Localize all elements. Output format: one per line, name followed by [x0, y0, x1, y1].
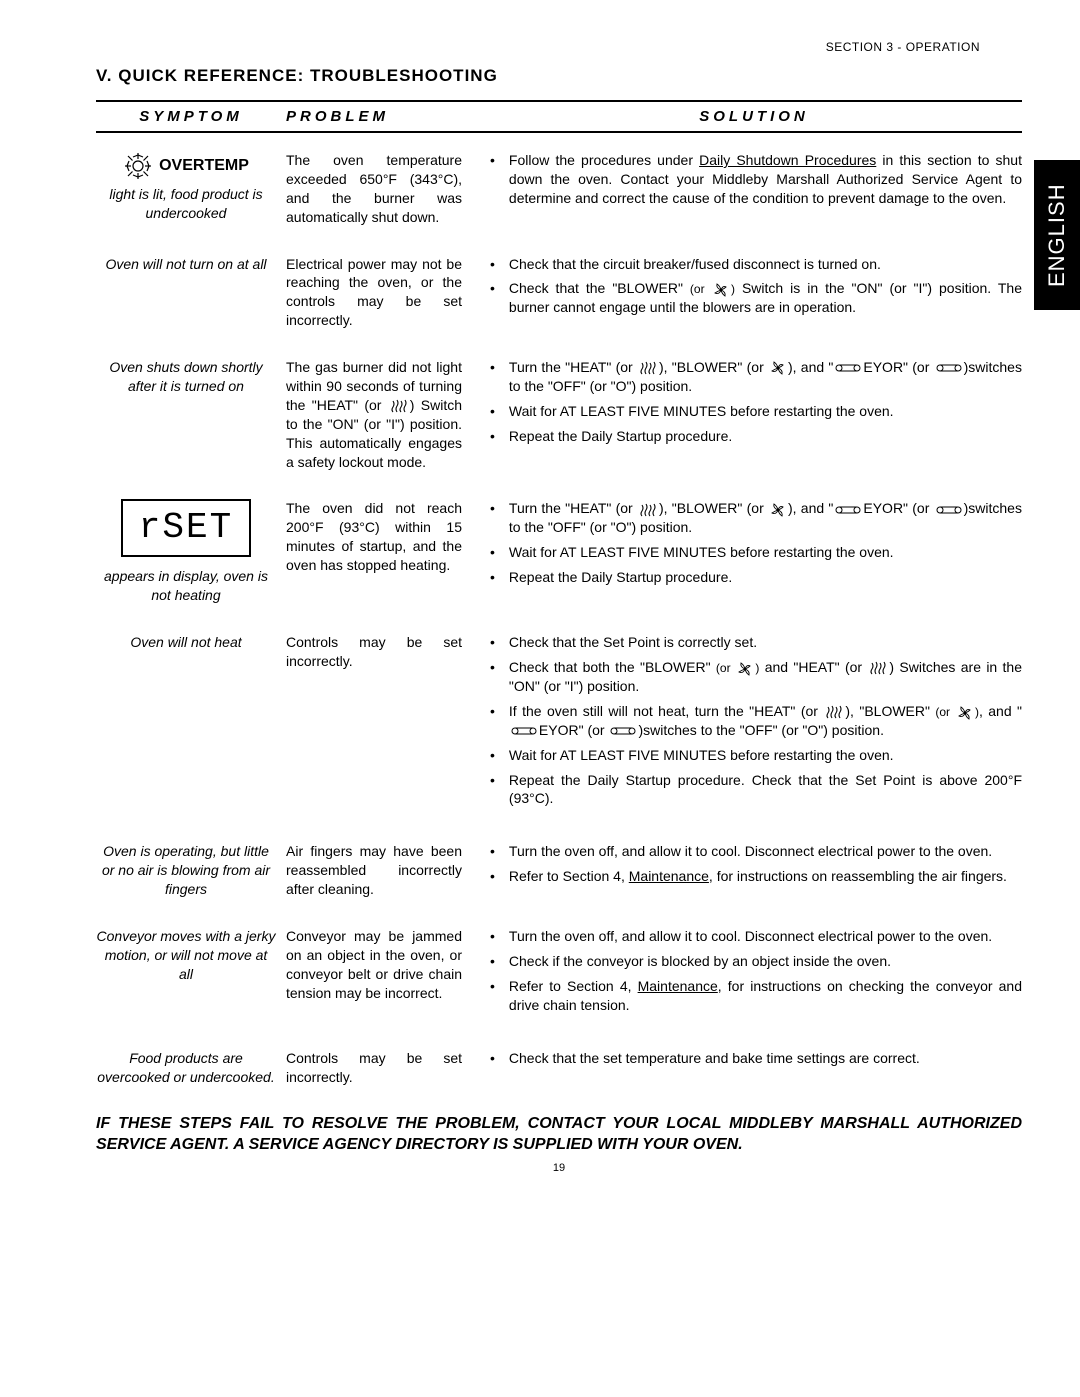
solution-cell: Check that the circuit breaker/fused dis… [486, 255, 1022, 331]
fan-icon [957, 706, 973, 720]
solution-item: Repeat the Daily Startup procedure. [486, 427, 1022, 446]
solution-item: Wait for AT LEAST FIVE MINUTES before re… [486, 402, 1022, 421]
solution-item: Turn the "HEAT" (or ), "BLOWER" (or ), a… [486, 499, 1022, 537]
symptom-cell: Food products are overcooked or undercoo… [96, 1049, 286, 1087]
symptom-cell: Oven will not turn on at all [96, 255, 286, 331]
problem-cell: Controls may be set incorrectly. [286, 633, 486, 814]
solution-cell: Check that the Set Point is correctly se… [486, 633, 1022, 814]
conveyor-icon [936, 363, 962, 373]
solution-item: Repeat the Daily Startup procedure. [486, 568, 1022, 587]
symptom-cell: OVERTEMPlight is lit, food product is un… [96, 151, 286, 227]
symptom-cell: Conveyor moves with a jerky motion, or w… [96, 927, 286, 1021]
fan-icon [770, 361, 786, 375]
solution-cell: Follow the procedures under Daily Shutdo… [486, 151, 1022, 227]
table-row: Conveyor moves with a jerky motion, or w… [96, 927, 1022, 1021]
table-row: rSETappears in display, oven is not heat… [96, 499, 1022, 605]
col-header-solution: SOLUTION [486, 108, 1022, 125]
problem-cell: Conveyor may be jammed on an object in t… [286, 927, 486, 1021]
conveyor-icon [610, 726, 636, 736]
table-row: Oven will not heatControls may be set in… [96, 633, 1022, 814]
overtemp-sun-icon [123, 151, 153, 181]
overtemp-label: OVERTEMP [159, 155, 249, 177]
page-number: 19 [96, 1162, 1022, 1174]
table-body: OVERTEMPlight is lit, food product is un… [96, 151, 1022, 1086]
symptom-cell: rSETappears in display, oven is not heat… [96, 499, 286, 605]
page-title: V. QUICK REFERENCE: TROUBLESHOOTING [96, 66, 1022, 86]
solution-item: Check that both the "BLOWER" (or ) and "… [486, 658, 1022, 696]
problem-cell: The oven temperature exceeded 650°F (343… [286, 151, 486, 227]
solution-item: Wait for AT LEAST FIVE MINUTES before re… [486, 543, 1022, 562]
solution-item: Check if the conveyor is blocked by an o… [486, 952, 1022, 971]
solution-item: Check that the "BLOWER" (or ) Switch is … [486, 279, 1022, 317]
conveyor-icon [835, 505, 861, 515]
fan-icon [770, 503, 786, 517]
solution-cell: Turn the oven off, and allow it to cool.… [486, 927, 1022, 1021]
solution-cell: Check that the set temperature and bake … [486, 1049, 1022, 1087]
table-row: Oven will not turn on at allElectrical p… [96, 255, 1022, 331]
solution-item: Refer to Section 4, Maintenance, for ins… [486, 867, 1022, 886]
solution-cell: Turn the oven off, and allow it to cool.… [486, 842, 1022, 899]
symptom-cell: Oven is operating, but little or no air … [96, 842, 286, 899]
fan-icon [737, 662, 753, 676]
heat-icon [390, 399, 408, 413]
problem-cell: Air fingers may have been reassembled in… [286, 842, 486, 899]
solution-item: Turn the oven off, and allow it to cool.… [486, 842, 1022, 861]
solution-item: If the oven still will not heat, turn th… [486, 702, 1022, 740]
heat-icon [869, 661, 887, 675]
heat-icon [639, 361, 657, 375]
problem-cell: Controls may be set incorrectly. [286, 1049, 486, 1087]
col-header-symptom: SYMPTOM [96, 108, 286, 125]
problem-cell: The gas burner did not light within 90 s… [286, 358, 486, 471]
table-row: Oven shuts down shortly after it is turn… [96, 358, 1022, 471]
solution-item: Refer to Section 4, Maintenance, for ins… [486, 977, 1022, 1015]
solution-cell: Turn the "HEAT" (or ), "BLOWER" (or ), a… [486, 358, 1022, 471]
conveyor-icon [511, 726, 537, 736]
solution-cell: Turn the "HEAT" (or ), "BLOWER" (or ), a… [486, 499, 1022, 605]
solution-item: Repeat the Daily Startup procedure. Chec… [486, 771, 1022, 809]
solution-item: Wait for AT LEAST FIVE MINUTES before re… [486, 746, 1022, 765]
symptom-cell: Oven will not heat [96, 633, 286, 814]
table-row: Oven is operating, but little or no air … [96, 842, 1022, 899]
conveyor-icon [936, 505, 962, 515]
solution-item: Check that the Set Point is correctly se… [486, 633, 1022, 652]
solution-item: Turn the "HEAT" (or ), "BLOWER" (or ), a… [486, 358, 1022, 396]
solution-item: Follow the procedures under Daily Shutdo… [486, 151, 1022, 208]
fan-icon [713, 283, 729, 297]
table-header: SYMPTOM PROBLEM SOLUTION [96, 100, 1022, 133]
footer-note: IF THESE STEPS FAIL TO RESOLVE THE PROBL… [96, 1114, 1022, 1156]
rset-display: rSET [121, 499, 251, 557]
solution-item: Check that the circuit breaker/fused dis… [486, 255, 1022, 274]
heat-icon [825, 705, 843, 719]
solution-item: Turn the oven off, and allow it to cool.… [486, 927, 1022, 946]
language-tab: ENGLISH [1034, 160, 1080, 310]
section-header: SECTION 3 - OPERATION [826, 40, 980, 54]
col-header-problem: PROBLEM [286, 108, 486, 125]
table-row: OVERTEMPlight is lit, food product is un… [96, 151, 1022, 227]
heat-icon [639, 503, 657, 517]
solution-item: Check that the set temperature and bake … [486, 1049, 1022, 1068]
symptom-cell: Oven shuts down shortly after it is turn… [96, 358, 286, 471]
problem-cell: The oven did not reach 200°F (93°C) with… [286, 499, 486, 605]
problem-cell: Electrical power may not be reaching the… [286, 255, 486, 331]
table-row: Food products are overcooked or undercoo… [96, 1049, 1022, 1087]
conveyor-icon [835, 363, 861, 373]
